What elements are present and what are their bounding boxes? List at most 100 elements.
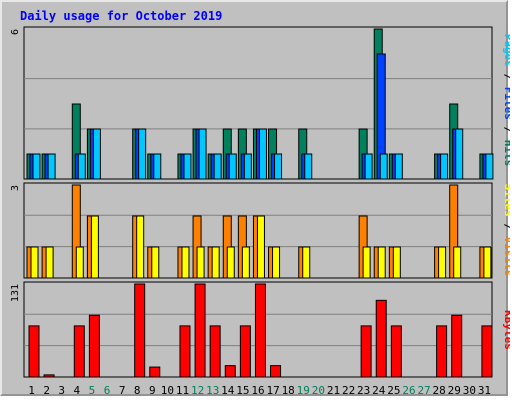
- bar-pages-day-23: [364, 153, 373, 180]
- bar-pages-day-2: [47, 153, 56, 180]
- bar-pages-day-14: [228, 153, 237, 180]
- bar-kbytes-day-13: [209, 325, 221, 378]
- bar-sites-day-24: [377, 246, 386, 279]
- x-axis-labels: 1 2 3 4 5 6 7 8 9 10 11 12 13 14 15 16 17 18 19 20 21 22 23 24 2…: [28, 384, 491, 397]
- bar-pages-day-28: [440, 153, 449, 180]
- bar-pages-day-17: [274, 153, 283, 180]
- bar-sites-day-23: [362, 246, 371, 279]
- bar-kbytes-day-1: [28, 325, 40, 378]
- legend-item-sites: Sites: [502, 184, 510, 217]
- legend-hits: Pages / Files / Hits: [502, 34, 510, 167]
- bar-sites-day-14: [226, 246, 235, 279]
- legend-item-pages: Pages: [502, 34, 510, 67]
- bar-kbytes-day-4: [73, 325, 85, 378]
- bar-kbytes-day-25: [390, 325, 402, 378]
- panel-hits: 6 Pages / Files / Hits: [10, 26, 510, 180]
- bar-pages-day-29: [455, 128, 464, 180]
- x-tick-label: 3: [58, 384, 65, 397]
- bar-kbytes-day-5: [88, 314, 100, 378]
- bar-kbytes-day-11: [179, 325, 191, 378]
- bar-kbytes-day-28: [436, 325, 448, 378]
- x-tick-label: 17: [266, 384, 279, 397]
- bar-kbytes-day-17: [270, 365, 282, 378]
- bar-kbytes-day-2: [43, 374, 55, 378]
- chart-title: Daily usage for October 2019: [20, 9, 222, 23]
- bar-sites-day-5: [90, 215, 99, 279]
- x-tick-label: 21: [327, 384, 340, 397]
- bar-sites-day-29: [453, 246, 462, 279]
- legend-item-kbytes: KBytes: [502, 310, 510, 350]
- x-tick-label: 9: [149, 384, 156, 397]
- x-tick-label: 1: [28, 384, 35, 397]
- x-tick-label: 8: [134, 384, 141, 397]
- x-tick-label: 13: [206, 384, 219, 397]
- bar-sites-day-28: [438, 246, 447, 279]
- x-tick-label: 28: [433, 384, 446, 397]
- legend-item-files: Files: [502, 87, 510, 120]
- legend-visits: Sites / Visits: [502, 184, 510, 277]
- scale-label-visits: 3: [10, 185, 21, 191]
- bar-kbytes-day-29: [451, 314, 463, 378]
- bar-pages-day-25: [394, 153, 403, 180]
- x-tick-label: 27: [417, 384, 430, 397]
- bar-pages-day-5: [92, 128, 101, 180]
- bar-pages-day-19: [304, 153, 313, 180]
- bar-pages-day-15: [243, 153, 252, 180]
- legend-separator: /: [502, 67, 510, 87]
- panel-visits: 3 Sites / Visits: [10, 182, 510, 279]
- x-tick-label: 18: [282, 384, 295, 397]
- bar-pages-day-16: [258, 128, 267, 180]
- bar-pages-day-1: [32, 153, 41, 180]
- legend-item-hits: Hits: [502, 140, 510, 167]
- bar-pages-day-4: [77, 153, 86, 180]
- x-tick-label: 24: [372, 384, 386, 397]
- bar-kbytes-day-8: [134, 283, 146, 378]
- x-tick-label: 10: [161, 384, 174, 397]
- x-tick-label: 29: [448, 384, 461, 397]
- bar-kbytes-day-23: [360, 325, 372, 378]
- legend-kbytes: KBytes: [502, 310, 510, 350]
- bar-kbytes-day-15: [239, 325, 251, 378]
- x-tick-label: 11: [176, 384, 189, 397]
- bar-pages-day-13: [213, 153, 222, 180]
- bar-pages-day-9: [153, 153, 162, 180]
- bar-sites-day-13: [211, 246, 220, 279]
- bar-sites-day-25: [392, 246, 401, 279]
- legend-separator: /: [502, 120, 510, 140]
- x-tick-label: 26: [402, 384, 415, 397]
- bar-sites-day-9: [151, 246, 160, 279]
- x-tick-label: 20: [312, 384, 325, 397]
- bar-sites-day-15: [241, 246, 250, 279]
- bar-kbytes-day-14: [224, 365, 236, 378]
- x-tick-label: 31: [478, 384, 491, 397]
- x-tick-label: 19: [297, 384, 310, 397]
- bar-pages-day-24: [379, 153, 388, 180]
- x-tick-label: 2: [43, 384, 50, 397]
- x-tick-label: 6: [104, 384, 111, 397]
- scale-label-kbytes: 131: [10, 284, 21, 302]
- x-tick-label: 5: [89, 384, 96, 397]
- scale-label-hits: 6: [10, 29, 21, 35]
- bar-pages-day-8: [138, 128, 147, 180]
- bar-sites-day-19: [302, 246, 311, 279]
- x-tick-label: 7: [119, 384, 126, 397]
- bar-kbytes-day-16: [254, 283, 266, 378]
- bar-pages-day-11: [183, 153, 192, 180]
- bar-sites-day-4: [75, 246, 84, 279]
- bar-sites-day-2: [45, 246, 54, 279]
- bar-pages-day-12: [198, 128, 207, 180]
- legend-separator: /: [502, 217, 510, 237]
- x-tick-label: 30: [463, 384, 476, 397]
- bar-sites-day-8: [136, 215, 145, 279]
- x-tick-label: 4: [74, 384, 81, 397]
- legend-item-visits: Visits: [502, 237, 510, 277]
- x-tick-label: 22: [342, 384, 355, 397]
- x-tick-label: 14: [221, 384, 235, 397]
- bar-sites-day-1: [30, 246, 39, 279]
- bar-kbytes-day-12: [194, 283, 206, 378]
- x-tick-label: 25: [387, 384, 400, 397]
- bar-sites-day-17: [272, 246, 281, 279]
- bar-kbytes-day-31: [481, 325, 493, 378]
